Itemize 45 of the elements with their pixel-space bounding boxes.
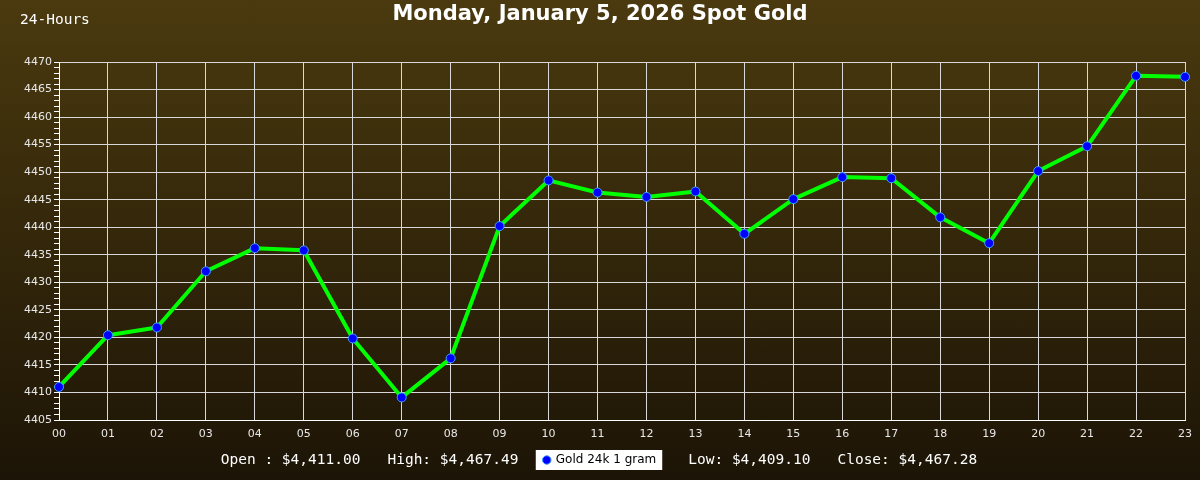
x-tick-label: 20 bbox=[1031, 427, 1046, 441]
y-tick-label: 4425 bbox=[24, 302, 52, 316]
x-tick-label: 10 bbox=[541, 427, 556, 441]
y-tick-label: 4445 bbox=[24, 192, 52, 206]
y-tick-label: 4420 bbox=[24, 330, 52, 344]
x-tick-label: 04 bbox=[247, 427, 262, 441]
text: Low: $4,409.10 bbox=[688, 451, 811, 468]
x-tick-label: 23 bbox=[1178, 427, 1192, 441]
x-tick-label: 05 bbox=[296, 427, 311, 441]
y-tick-label: 4415 bbox=[24, 357, 52, 371]
text: Close: $4,467.28 bbox=[837, 451, 978, 468]
y-tick-label: 4410 bbox=[24, 385, 52, 399]
x-tick-label: 14 bbox=[737, 427, 752, 441]
x-tick-label: 01 bbox=[100, 427, 115, 441]
x-tick-label: 09 bbox=[492, 427, 507, 441]
y-tick-label: 4470 bbox=[24, 54, 52, 68]
x-tick-label: 16 bbox=[835, 427, 850, 441]
y-tick-label: 4460 bbox=[24, 109, 52, 123]
y-tick-label: 4465 bbox=[24, 82, 52, 96]
x-tick-label: 19 bbox=[982, 427, 997, 441]
y-tick-label: 4450 bbox=[24, 165, 52, 179]
x-tick-label: 06 bbox=[345, 427, 360, 441]
text: High: $4,467.49 bbox=[387, 451, 519, 468]
y-tick-label: 4435 bbox=[24, 247, 52, 261]
x-tick-label: 21 bbox=[1080, 427, 1095, 441]
text: Open : $4,411.00 bbox=[220, 451, 361, 468]
y-tick-label: 4455 bbox=[24, 137, 52, 151]
x-tick-label: 15 bbox=[786, 427, 801, 441]
x-tick-label: 12 bbox=[639, 427, 654, 441]
y-tick-label: 4405 bbox=[24, 412, 52, 426]
text: 24-Hours bbox=[20, 11, 90, 28]
x-tick-label: 08 bbox=[443, 427, 458, 441]
x-tick-label: 11 bbox=[590, 427, 605, 441]
x-tick-label: 17 bbox=[884, 427, 899, 441]
x-tick-label: 00 bbox=[52, 427, 66, 441]
x-tick-label: 18 bbox=[933, 427, 948, 441]
x-tick-label: 22 bbox=[1129, 427, 1144, 441]
y-tick-label: 4430 bbox=[24, 275, 52, 289]
x-tick-label: 02 bbox=[149, 427, 164, 441]
legend-label: Gold 24k 1 gram bbox=[555, 452, 657, 467]
x-tick-label: 03 bbox=[198, 427, 213, 441]
x-tick-label: 07 bbox=[394, 427, 409, 441]
x-tick-label: 13 bbox=[688, 427, 703, 441]
y-tick-label: 4440 bbox=[24, 220, 52, 234]
chart-title: Monday, January 5, 2026 Spot Gold bbox=[392, 1, 808, 26]
